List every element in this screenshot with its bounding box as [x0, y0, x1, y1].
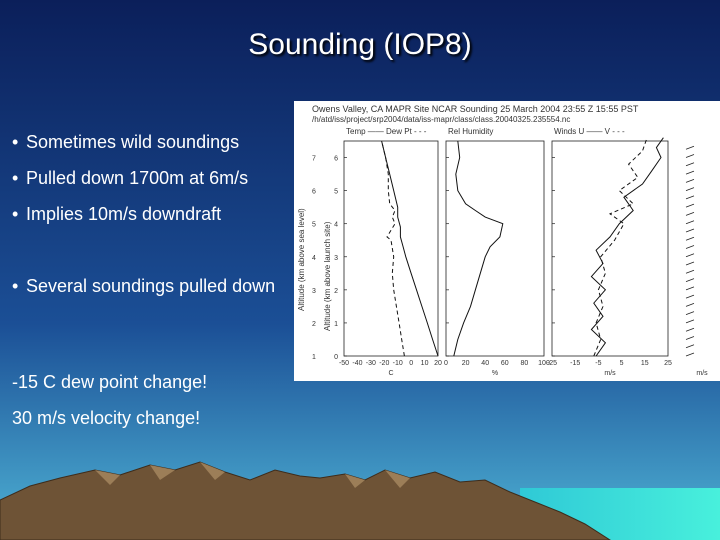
wind-barb: [685, 294, 695, 299]
wind-barb: [685, 311, 695, 316]
x-tick-label: 0: [409, 360, 413, 367]
sounding-chart: Owens Valley, CA MAPR Site NCAR Sounding…: [297, 104, 708, 377]
panel-frame: [551, 140, 669, 357]
x-tick-label: -10: [393, 360, 403, 367]
y-right-tick-label: 0: [334, 354, 338, 361]
x-axis-label: C: [388, 370, 393, 377]
wind-barb: [685, 319, 695, 324]
wind-barb: [685, 154, 695, 158]
panel-legend: Winds U —— V - - -: [554, 127, 625, 136]
y-right-tick-label: 5: [334, 189, 338, 196]
panel-legend: Temp —— Dew Pt - - -: [346, 127, 427, 136]
bullet-item: • Pulled down 1700m at 6m/s: [12, 168, 249, 188]
x-tick-label: 20: [462, 360, 470, 367]
y-right-tick-label: 4: [334, 222, 338, 229]
x-tick-label: 25: [664, 360, 672, 367]
slide-title: Sounding (IOP8): [248, 28, 472, 61]
series-line-temp: [381, 140, 439, 357]
bullet-item: • Several soundings pulled down: [12, 276, 276, 296]
y-right-tick-label: 2: [334, 288, 338, 295]
x-tick-label: -5: [595, 360, 601, 367]
x-tick-label: 5: [620, 360, 624, 367]
wind-barb: [685, 145, 695, 150]
wind-barb: [685, 344, 695, 349]
y-left-tick-label: 7: [312, 156, 316, 163]
y-left-label: Altitude (km above sea level): [297, 208, 306, 311]
y-right-label: Altitude (km above launch site): [323, 221, 332, 331]
panel-frame: [445, 140, 545, 357]
wind-barb: [685, 286, 695, 291]
wind-barb: [685, 336, 695, 340]
sounding-figure: Owens Valley, CA MAPR Site NCAR Sounding…: [294, 101, 720, 381]
chart-subheader: /h/atd/iss/project/srp2004/data/iss-mapr…: [312, 115, 570, 124]
wind-barb: [685, 187, 695, 191]
x-tick-label: -15: [570, 360, 580, 367]
wind-barb: [685, 195, 695, 200]
x-tick-label: -50: [339, 360, 349, 367]
y-right-tick-label: 3: [334, 255, 338, 262]
x-axis-label: %: [492, 370, 498, 377]
y-left-tick-label: 3: [312, 288, 316, 295]
wind-barb: [685, 245, 695, 249]
wind-barb: [685, 212, 695, 216]
x-tick-label: 40: [481, 360, 489, 367]
panel-legend: Rel Humidity: [448, 127, 493, 136]
x-axis-label: m/s: [604, 370, 616, 377]
wind-barb: [685, 228, 695, 233]
x-tick-label: -40: [352, 360, 362, 367]
x-tick-label: 20: [434, 360, 442, 367]
series-line-dew-pt: [381, 140, 405, 357]
y-left-tick-label: 5: [312, 222, 316, 229]
x-tick-label: 80: [521, 360, 529, 367]
panel-frame: [343, 140, 439, 357]
wind-barb: [685, 278, 695, 282]
wind-barb: [685, 253, 695, 258]
y-right-tick-label: 6: [334, 156, 338, 163]
x-tick-label: 15: [641, 360, 649, 367]
chart-header: Owens Valley, CA MAPR Site NCAR Sounding…: [312, 104, 639, 114]
bullet-item: • Implies 10m/s downdraft: [12, 204, 222, 224]
wind-barb: [685, 303, 695, 307]
wind-barb: [685, 203, 695, 208]
note-dewpoint: -15 C dew point change!: [12, 372, 208, 392]
x-tick-label: 100: [538, 360, 550, 367]
series-line-u: [590, 137, 664, 357]
series-line-v: [593, 137, 648, 357]
x-tick-label: -25: [547, 360, 557, 367]
y-right-tick-label: 1: [334, 321, 338, 328]
x-tick-label: 60: [501, 360, 509, 367]
wind-barb-unit-label: m/s: [696, 370, 708, 377]
bullet-item: • Sometimes wild soundings: [12, 132, 240, 152]
wind-barb: [685, 162, 695, 167]
series-line-rel-humidity: [453, 140, 504, 357]
wind-barb: [685, 261, 695, 266]
x-tick-label: 10: [421, 360, 429, 367]
wind-barb: [685, 269, 695, 274]
x-tick-label: 0: [444, 360, 448, 367]
y-left-tick-label: 6: [312, 189, 316, 196]
y-left-tick-label: 1: [312, 354, 316, 361]
wind-barb: [685, 352, 695, 357]
note-velocity: 30 m/s velocity change!: [12, 408, 201, 428]
wind-barb: [685, 327, 695, 332]
y-left-tick-label: 4: [312, 255, 316, 262]
x-tick-label: -30: [366, 360, 376, 367]
wind-barb: [685, 178, 695, 183]
wind-barb: [685, 220, 695, 225]
y-left-tick-label: 2: [312, 321, 316, 328]
wind-barb: [685, 236, 695, 241]
wind-barb: [685, 170, 695, 175]
x-tick-label: -20: [379, 360, 389, 367]
